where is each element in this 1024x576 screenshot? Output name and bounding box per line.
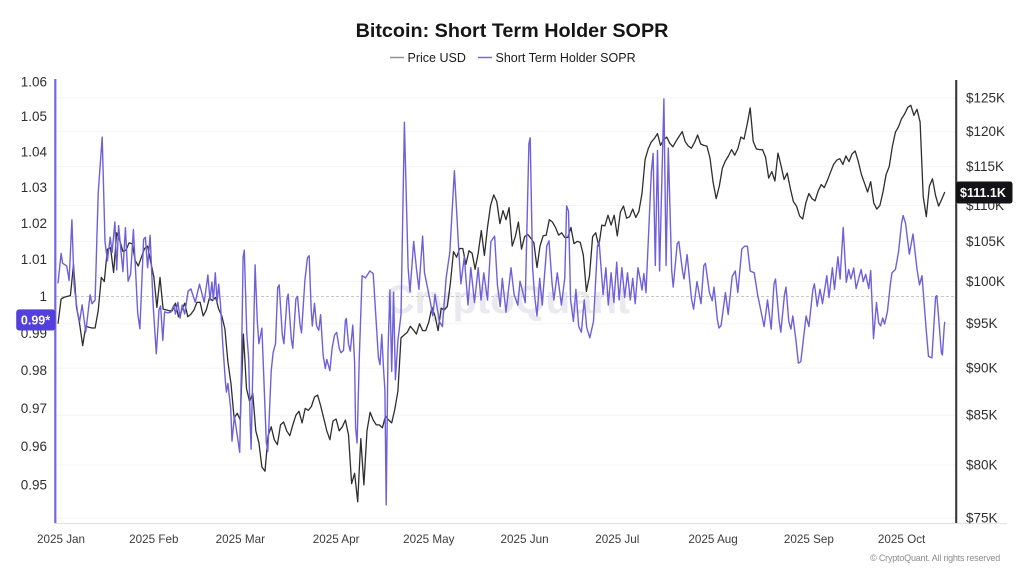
svg-text:Short Term Holder SOPR: Short Term Holder SOPR [496,51,636,65]
svg-text:$85K: $85K [966,408,998,423]
svg-text:0.99*: 0.99* [21,313,50,327]
svg-text:$95K: $95K [966,316,998,331]
svg-text:$115K: $115K [966,159,1004,174]
svg-text:2025 Jan: 2025 Jan [37,533,85,546]
svg-text:Price USD: Price USD [408,51,466,65]
svg-text:1.06: 1.06 [21,74,47,89]
svg-text:2025 Mar: 2025 Mar [216,533,265,546]
svg-text:2025 Jul: 2025 Jul [595,533,639,546]
svg-text:2025 Oct: 2025 Oct [878,533,926,546]
svg-text:2025 Jun: 2025 Jun [501,533,549,546]
svg-text:$125K: $125K [966,91,1005,106]
svg-text:0.98: 0.98 [21,363,47,378]
svg-text:$120K: $120K [966,124,1005,139]
svg-text:0.95: 0.95 [21,478,47,493]
svg-text:2025 May: 2025 May [403,533,454,546]
svg-text:0.97: 0.97 [21,401,47,416]
svg-text:1.04: 1.04 [21,144,48,159]
svg-text:$111.1K: $111.1K [960,186,1006,200]
svg-text:2025 Aug: 2025 Aug [688,533,737,546]
svg-text:1.05: 1.05 [21,109,47,124]
svg-text:$90K: $90K [966,361,998,376]
svg-text:0.96: 0.96 [21,439,47,454]
svg-text:1: 1 [39,289,47,304]
svg-text:2025 Feb: 2025 Feb [129,533,179,546]
svg-text:$105K: $105K [966,234,1005,249]
svg-text:2025 Sep: 2025 Sep [784,533,835,546]
svg-text:1.01: 1.01 [21,252,47,267]
svg-text:1.03: 1.03 [21,180,47,195]
svg-text:$75K: $75K [966,511,998,526]
svg-text:Bitcoin: Short Term Holder SOP: Bitcoin: Short Term Holder SOPR [356,20,669,42]
svg-text:2025 Apr: 2025 Apr [313,533,360,546]
svg-text:$80K: $80K [966,458,998,473]
svg-text:$100K: $100K [966,274,1005,289]
svg-text:1.02: 1.02 [21,216,47,231]
svg-text:© CryptoQuant. All rights rese: © CryptoQuant. All rights reserved [870,553,1000,563]
